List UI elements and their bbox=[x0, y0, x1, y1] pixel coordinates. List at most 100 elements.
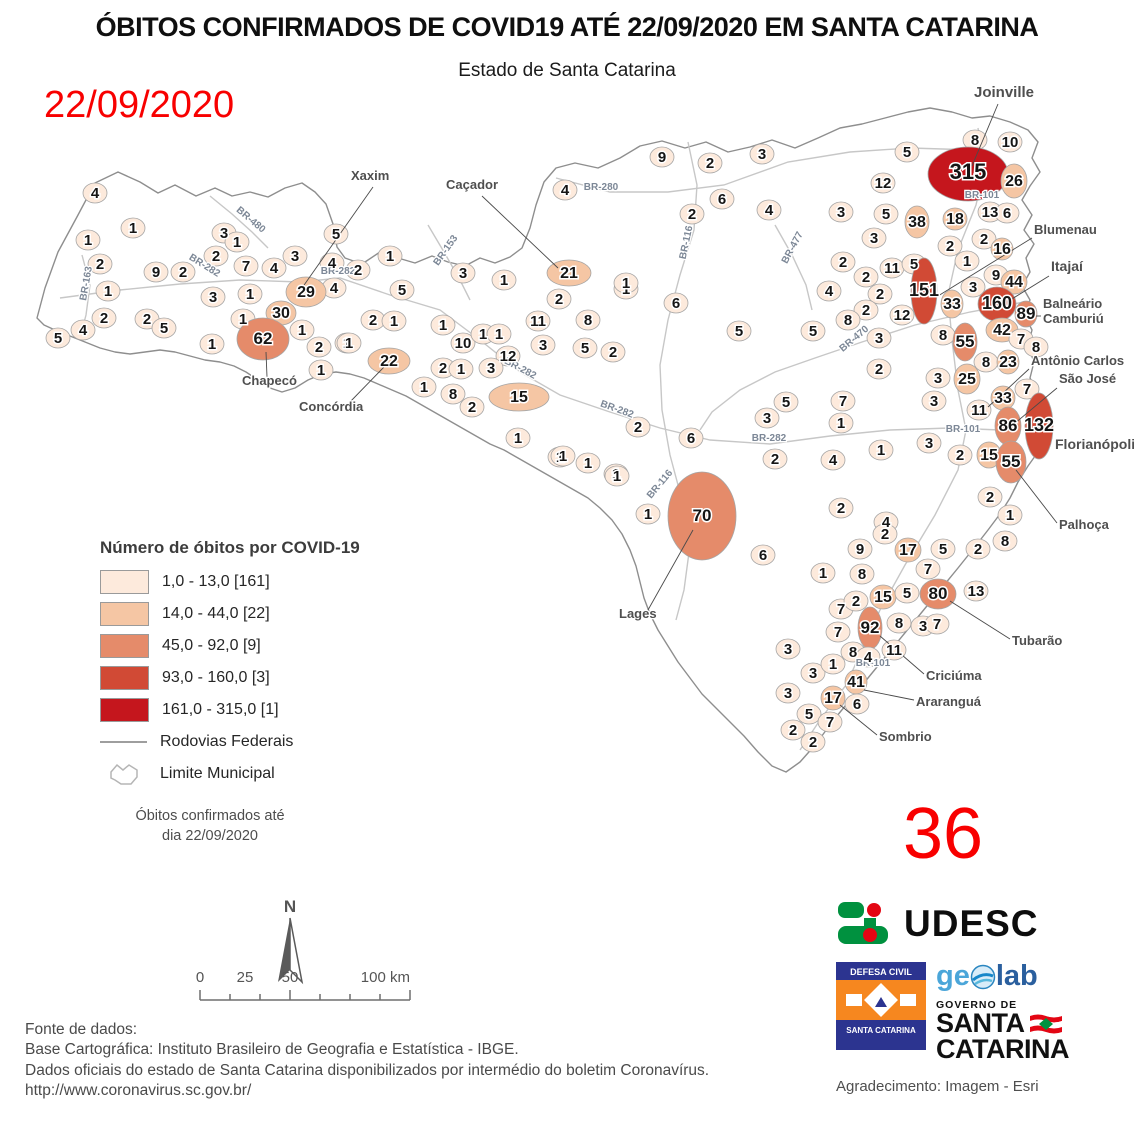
municipality-area bbox=[550, 445, 576, 467]
municipality-area bbox=[873, 203, 899, 225]
death-count-label: 3 bbox=[291, 248, 299, 265]
municipality-area bbox=[872, 523, 898, 545]
death-count-label: 2 bbox=[862, 269, 870, 286]
municipality-area bbox=[367, 347, 411, 375]
death-count-label: 3 bbox=[459, 265, 467, 282]
callout-line bbox=[863, 689, 915, 701]
governo-top-text: GOVERNO DE bbox=[936, 999, 1018, 1011]
death-count-label: 5 bbox=[939, 541, 947, 558]
death-count-label: 3 bbox=[870, 230, 878, 247]
city-label: Sombrio bbox=[879, 729, 932, 744]
municipality-area bbox=[575, 452, 601, 474]
scalebar-label: 0 bbox=[196, 969, 204, 986]
municipality-area bbox=[678, 427, 704, 449]
road-BR-282 bbox=[59, 277, 1001, 445]
callout-line bbox=[1015, 469, 1058, 524]
death-count-label: 1 bbox=[246, 286, 254, 303]
municipality-area bbox=[773, 391, 799, 413]
death-count-label: 3 bbox=[919, 618, 927, 635]
municipality-area bbox=[997, 504, 1023, 526]
municipality-area bbox=[91, 307, 117, 329]
municipality-area bbox=[953, 363, 981, 395]
death-count-label: 8 bbox=[971, 132, 979, 149]
municipality-area bbox=[868, 439, 894, 461]
municipality-area bbox=[954, 250, 980, 272]
municipality-area bbox=[306, 336, 332, 358]
municipality-area bbox=[459, 396, 485, 418]
death-count-label: 8 bbox=[1001, 533, 1009, 550]
municipality-area bbox=[800, 662, 826, 684]
death-count-label: 42 bbox=[993, 322, 1011, 339]
death-count-label: 3 bbox=[487, 360, 495, 377]
death-count-label: 62 bbox=[254, 329, 273, 348]
municipality-area bbox=[200, 286, 226, 308]
death-count-label: 2 bbox=[881, 526, 889, 543]
legend-limit-row: Limite Municipal bbox=[100, 762, 440, 785]
death-count-label: 8 bbox=[849, 644, 857, 661]
city-label: Chapecó bbox=[242, 373, 297, 388]
udesc-logo-icon bbox=[838, 902, 888, 944]
death-count-label: 8 bbox=[858, 566, 866, 583]
municipality-area bbox=[820, 653, 846, 675]
death-count-label: 151 bbox=[909, 280, 939, 300]
death-count-label: 7 bbox=[242, 258, 250, 275]
death-count-label: 1 bbox=[84, 232, 92, 249]
road-label: BR-282 bbox=[321, 266, 356, 277]
municipality-area bbox=[600, 341, 626, 363]
municipality-area bbox=[925, 367, 951, 389]
municipality-area bbox=[237, 283, 263, 305]
municipality-area bbox=[709, 188, 735, 210]
death-count-label: 3 bbox=[220, 225, 228, 242]
municipality-area bbox=[775, 682, 801, 704]
death-count-label: 1 bbox=[233, 234, 241, 251]
municipality-area bbox=[282, 245, 308, 267]
death-count-label: 5 bbox=[903, 585, 911, 602]
death-count-label: 4 bbox=[561, 182, 570, 199]
death-count-label: 4 bbox=[765, 202, 774, 219]
udesc-logo-text: UDESC bbox=[904, 903, 1039, 944]
death-count-label: 3 bbox=[758, 146, 766, 163]
municipality-area bbox=[649, 146, 675, 168]
municipality-area bbox=[870, 172, 896, 194]
municipality-area bbox=[796, 703, 822, 725]
municipality-area bbox=[930, 538, 956, 560]
death-count-label: 2 bbox=[96, 256, 104, 273]
death-count-label: 5 bbox=[581, 340, 589, 357]
death-count-label: 25 bbox=[958, 371, 976, 388]
city-label: Itajaí bbox=[1051, 258, 1084, 274]
callout-line bbox=[481, 195, 559, 269]
legend-class-label: 45,0 - 92,0 [9] bbox=[162, 636, 261, 654]
data-sources-text: Fonte de dados: Base Cartográfica: Instit… bbox=[25, 1020, 709, 1102]
death-count-label: 1 bbox=[457, 361, 465, 378]
municipality-area bbox=[952, 322, 978, 362]
death-count-label: 16 bbox=[993, 241, 1011, 258]
death-count-label: 1 bbox=[500, 272, 508, 289]
road-label: BR-280 bbox=[584, 182, 619, 193]
logos-block: UDESC DEFESA CIVIL SANTA CATARINA ge bbox=[836, 898, 1116, 1095]
death-count-label: 2 bbox=[875, 361, 883, 378]
municipality-area bbox=[853, 299, 879, 321]
legend-items: 1,0 - 13,0 [161] 14,0 - 44,0 [22] 45,0 - 9… bbox=[100, 569, 440, 722]
source-line: Fonte de dados: bbox=[25, 1021, 138, 1038]
municipality-area bbox=[977, 486, 1003, 508]
road-BR-153 bbox=[427, 224, 471, 301]
geolab-text-right: lab bbox=[995, 960, 1038, 992]
udesc-logo: UDESC bbox=[836, 898, 1116, 950]
municipality-area bbox=[478, 357, 504, 379]
death-count-label: 2 bbox=[100, 310, 108, 327]
death-count-label: 1 bbox=[129, 220, 137, 237]
death-count-label: 2 bbox=[468, 399, 476, 416]
callout-line bbox=[949, 600, 1011, 640]
municipality-area bbox=[450, 332, 476, 354]
municipality-area bbox=[835, 309, 861, 331]
death-count-label: 1 bbox=[837, 415, 845, 432]
legend: Número de óbitos por COVID-19 1,0 - 13,0… bbox=[100, 538, 440, 846]
municipality-area bbox=[816, 280, 842, 302]
death-count-label: 8 bbox=[449, 386, 457, 403]
municipality-area bbox=[635, 503, 661, 525]
callout-line bbox=[1006, 275, 1050, 303]
death-count-label: 80 bbox=[929, 584, 948, 603]
municipality-area bbox=[820, 449, 846, 471]
municipality-area bbox=[894, 537, 922, 563]
